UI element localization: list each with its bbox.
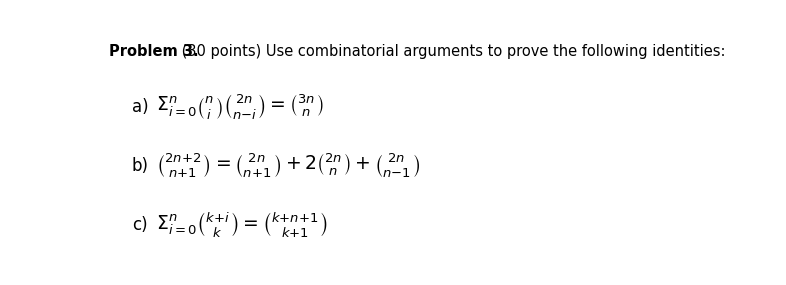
Text: $\binom{2n{+}2}{n{+}1} = \binom{2n}{n{+}1} + 2\binom{2n}{n} + \binom{2n}{n{-}1}$: $\binom{2n{+}2}{n{+}1} = \binom{2n}{n{+}…	[156, 152, 421, 180]
Text: b): b)	[132, 157, 149, 175]
Text: $\Sigma_{i=0}^{n}\binom{n}{i}\binom{2n}{n{-}i} = \binom{3n}{n}$: $\Sigma_{i=0}^{n}\binom{n}{i}\binom{2n}{…	[156, 92, 324, 121]
Text: Problem 3.: Problem 3.	[109, 44, 199, 59]
Text: a): a)	[132, 98, 149, 116]
Text: c): c)	[132, 216, 148, 234]
Text: (30 points) Use combinatorial arguments to prove the following identities:: (30 points) Use combinatorial arguments …	[178, 44, 726, 59]
Text: $\Sigma_{i=0}^{n}\binom{k{+}i}{k} = \binom{k{+}n{+}1}{k{+}1}$: $\Sigma_{i=0}^{n}\binom{k{+}i}{k} = \bin…	[156, 210, 329, 240]
